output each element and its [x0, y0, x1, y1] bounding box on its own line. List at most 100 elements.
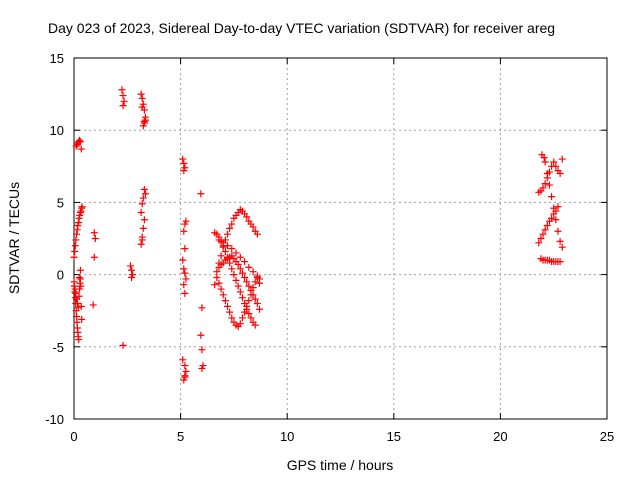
data-point: [541, 158, 549, 166]
data-point: [215, 279, 223, 287]
data-point: [241, 273, 249, 281]
data-point: [238, 314, 246, 322]
y-tick-label: 5: [57, 195, 64, 210]
data-point: [139, 194, 147, 202]
data-point: [71, 242, 79, 250]
data-point: [198, 364, 206, 372]
data-point: [137, 240, 145, 248]
data-point: [75, 273, 83, 281]
data-point: [545, 181, 553, 189]
data-point: [181, 362, 189, 370]
x-tick-label: 0: [70, 429, 77, 444]
data-point: [217, 285, 225, 293]
data-point: [251, 295, 259, 303]
data-point: [181, 373, 189, 381]
data-point: [76, 136, 84, 144]
data-point: [247, 291, 255, 299]
data-point: [230, 271, 238, 279]
data-point: [249, 223, 257, 231]
data-point: [224, 230, 232, 238]
data-point: [238, 269, 246, 277]
y-tick-label: 0: [57, 268, 64, 283]
data-point: [241, 258, 249, 266]
data-point: [537, 235, 545, 242]
y-tick-label: -10: [45, 412, 64, 427]
data-point: [232, 276, 240, 284]
data-point: [119, 341, 127, 349]
data-point: [236, 253, 244, 261]
data-point: [243, 302, 251, 310]
y-tick-label: -5: [52, 340, 64, 355]
data-point: [73, 299, 81, 307]
data-point: [138, 236, 146, 244]
data-point: [118, 86, 126, 94]
data-point: [77, 145, 85, 153]
data-point: [535, 239, 543, 247]
data-point: [548, 193, 556, 201]
data-point: [550, 158, 558, 166]
data-point: [137, 209, 145, 217]
data-point: [182, 367, 190, 375]
data-point: [541, 226, 549, 234]
data-point: [72, 289, 80, 297]
data-point: [180, 167, 188, 175]
data-point: [558, 155, 566, 163]
data-point: [139, 224, 147, 232]
data-point: [198, 304, 206, 312]
data-point: [140, 185, 148, 193]
data-point: [541, 180, 549, 188]
data-point: [552, 216, 560, 224]
data-point: [255, 279, 263, 287]
data-point: [253, 299, 261, 307]
data-point: [75, 336, 83, 344]
data-point: [138, 103, 146, 111]
data-point: [247, 314, 255, 322]
data-point: [539, 184, 547, 192]
data-point: [550, 204, 558, 212]
data-point: [179, 356, 187, 364]
data-point: [543, 222, 551, 230]
data-point: [543, 170, 551, 178]
data-point: [236, 265, 244, 273]
data-point: [241, 308, 249, 316]
data-point: [552, 162, 560, 170]
data-point: [558, 243, 566, 251]
data-point: [224, 302, 232, 310]
data-point: [119, 102, 127, 110]
data-point: [253, 230, 261, 238]
data-point: [71, 247, 79, 255]
data-point: [120, 97, 128, 105]
data-point: [128, 266, 136, 274]
data-point: [245, 310, 253, 318]
data-point: [141, 116, 149, 124]
data-point: [179, 256, 187, 264]
data-point: [74, 304, 82, 312]
data-point: [548, 214, 556, 222]
data-point: [556, 237, 564, 245]
data-point: [76, 209, 84, 217]
x-tick-label: 15: [387, 429, 401, 444]
data-point: [228, 245, 236, 253]
data-point: [128, 273, 136, 281]
data-point: [77, 282, 85, 290]
x-tick-label: 10: [280, 429, 294, 444]
x-tick-label: 20: [493, 429, 507, 444]
data-point: [182, 275, 190, 283]
data-point: [217, 252, 225, 260]
data-point: [198, 346, 206, 354]
data-point: [91, 235, 99, 242]
data-point: [182, 217, 190, 225]
data-point: [226, 308, 234, 316]
data-point: [76, 275, 84, 283]
data-point: [137, 90, 145, 98]
data-point: [181, 269, 189, 277]
data-point: [219, 291, 227, 299]
data-point: [73, 230, 81, 238]
data-point: [228, 314, 236, 322]
y-tick-label: 15: [50, 51, 64, 66]
data-point: [226, 224, 234, 232]
data-point: [236, 320, 244, 328]
data-point: [228, 220, 236, 228]
data-point: [243, 213, 251, 221]
data-point: [90, 253, 98, 261]
